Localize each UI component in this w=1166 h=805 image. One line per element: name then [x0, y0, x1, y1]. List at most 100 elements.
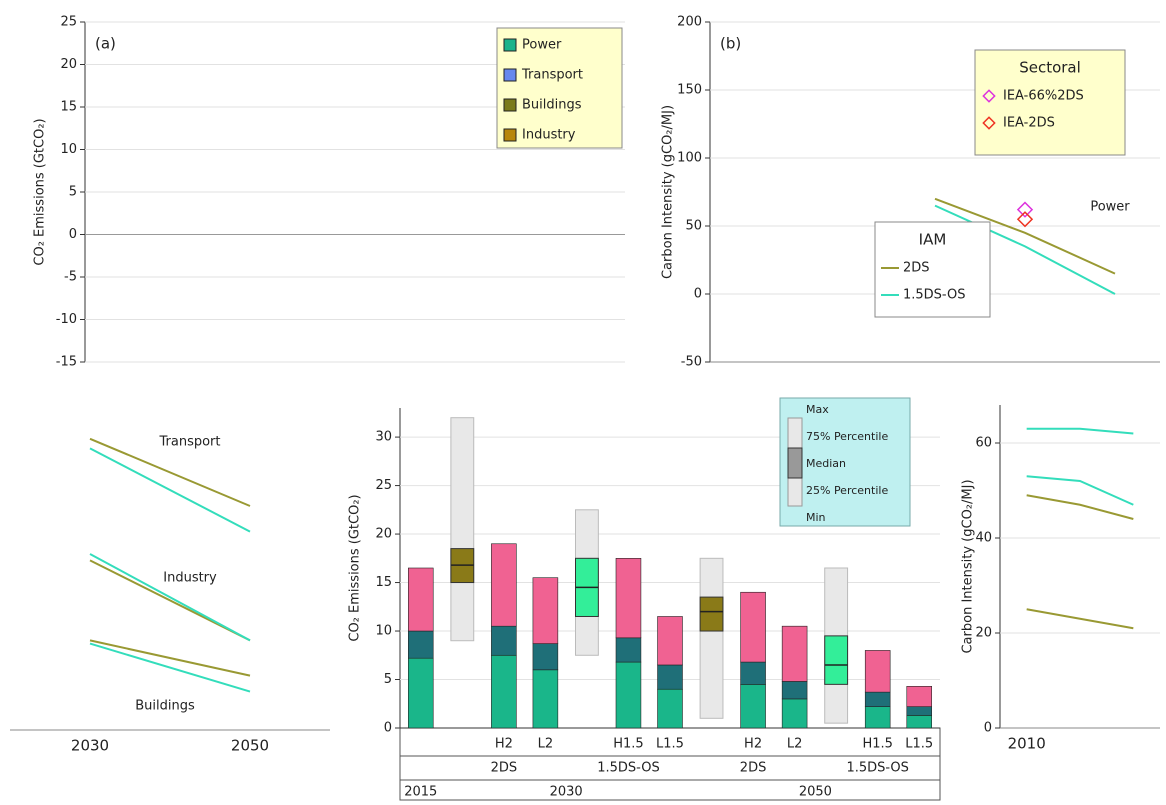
legend-label: Power — [522, 38, 562, 53]
bar-segment — [657, 664, 683, 690]
bar-segment — [532, 669, 559, 729]
bar-segment — [615, 661, 642, 729]
legend-title: Sectoral — [1019, 59, 1081, 77]
panel-label: (b) — [720, 35, 741, 53]
box-legend-iqr — [787, 447, 803, 479]
legend-box — [874, 221, 991, 318]
y-tick-label: 30 — [375, 430, 392, 445]
box-legend-label: 25% Percentile — [806, 484, 888, 497]
box-legend-label: Max — [806, 403, 829, 416]
y-tick-label: 5 — [69, 185, 77, 200]
bar-segment — [864, 691, 891, 707]
x-tick-label: L2 — [538, 737, 554, 752]
legend-label: IEA-2DS — [1003, 116, 1055, 131]
series-line — [934, 204, 1116, 295]
bar-segment — [781, 698, 808, 729]
y-tick-label: 20 — [375, 527, 392, 542]
scenario-label: 2DS — [740, 761, 767, 776]
y-tick-label: 5 — [384, 672, 392, 687]
y-axis-label: CO₂ Emissions (GtCO₂) — [33, 118, 48, 265]
year-label: 2050 — [799, 785, 832, 800]
y-tick-label: 100 — [677, 151, 702, 166]
legend-box — [496, 27, 623, 149]
marker — [1016, 201, 1034, 218]
y-tick-label: 200 — [677, 15, 702, 30]
box-range — [450, 417, 475, 642]
bar-segment — [657, 688, 683, 729]
y-tick-label: 150 — [677, 83, 702, 98]
bar-segment — [781, 681, 808, 700]
annotation: Power — [1090, 200, 1130, 215]
y-tick-label: 10 — [60, 142, 77, 157]
x-tick-label: H2 — [744, 737, 762, 752]
annotation: Transport — [158, 435, 220, 450]
bar-segment — [491, 654, 517, 729]
legend-label: Buildings — [522, 98, 582, 113]
y-axis-label: CO₂ Emissions (GtCO₂) — [348, 494, 363, 641]
panel-label: (a) — [95, 35, 116, 53]
bar-segment — [408, 567, 434, 632]
series-line — [89, 447, 251, 533]
bar-segment — [408, 630, 434, 659]
series-line — [934, 197, 1116, 275]
bar-segment — [781, 625, 808, 682]
scenario-label: 2DS — [491, 761, 518, 776]
y-tick-label: 20 — [975, 626, 992, 641]
legend-swatch — [503, 68, 517, 82]
bar-segment — [491, 543, 517, 627]
box-legend-label: Min — [806, 511, 826, 524]
bar-segment — [532, 577, 559, 644]
y-tick-label: -15 — [56, 355, 77, 370]
legend-label: Industry — [522, 128, 576, 143]
year-label: 2015 — [404, 785, 437, 800]
bar-segment — [657, 616, 683, 666]
series-line — [1026, 608, 1134, 630]
marker — [1016, 211, 1034, 228]
scenario-label: 1.5DS-OS — [846, 761, 908, 776]
legend-title: IAM — [919, 231, 947, 249]
legend-label: 1.5DS-OS — [903, 288, 965, 303]
annotation: Buildings — [135, 699, 195, 714]
series-line — [1026, 427, 1134, 435]
bar-segment — [864, 706, 891, 729]
legend-swatch — [503, 128, 517, 142]
bar-segment — [906, 715, 932, 729]
legend-label: Transport — [521, 68, 583, 83]
series-line — [89, 437, 251, 507]
bar-segment — [906, 706, 932, 716]
box-range — [699, 557, 724, 719]
y-tick-label: 0 — [984, 721, 992, 736]
x-tick-label: 2050 — [231, 737, 269, 755]
series-line — [1026, 475, 1134, 506]
bar-segment — [491, 625, 517, 656]
y-axis-label: Carbon Intensity (gCO₂/MJ) — [661, 105, 676, 279]
y-tick-label: -5 — [64, 270, 77, 285]
y-axis-label: Carbon Intensity (gCO₂/MJ) — [961, 479, 976, 653]
y-tick-label: 60 — [975, 436, 992, 451]
legend-box — [974, 49, 1126, 156]
x-tick-label: 2030 — [71, 737, 109, 755]
bar-segment — [740, 591, 766, 663]
bar-segment — [615, 637, 642, 663]
y-tick-label: 40 — [975, 531, 992, 546]
x-tick-label: H1.5 — [862, 737, 892, 752]
y-tick-label: 50 — [685, 219, 702, 234]
y-tick-label: -50 — [681, 355, 702, 370]
y-tick-label: 15 — [60, 100, 77, 115]
x-tick-label: L1.5 — [656, 737, 684, 752]
legend-label: IEA-66%2DS — [1003, 89, 1084, 104]
x-tick-label: 2010 — [1008, 735, 1046, 753]
series-line — [1026, 494, 1134, 520]
box-iqr — [824, 635, 849, 685]
box-iqr — [699, 596, 724, 632]
series-line — [89, 642, 251, 693]
x-tick-label: L1.5 — [905, 737, 933, 752]
annotation: Industry — [163, 571, 217, 586]
legend-marker — [982, 116, 996, 130]
x-tick-label: H2 — [495, 737, 513, 752]
y-tick-label: 0 — [384, 721, 392, 736]
bar-segment — [740, 661, 766, 685]
legend-swatch — [503, 98, 517, 112]
y-tick-label: 10 — [375, 624, 392, 639]
